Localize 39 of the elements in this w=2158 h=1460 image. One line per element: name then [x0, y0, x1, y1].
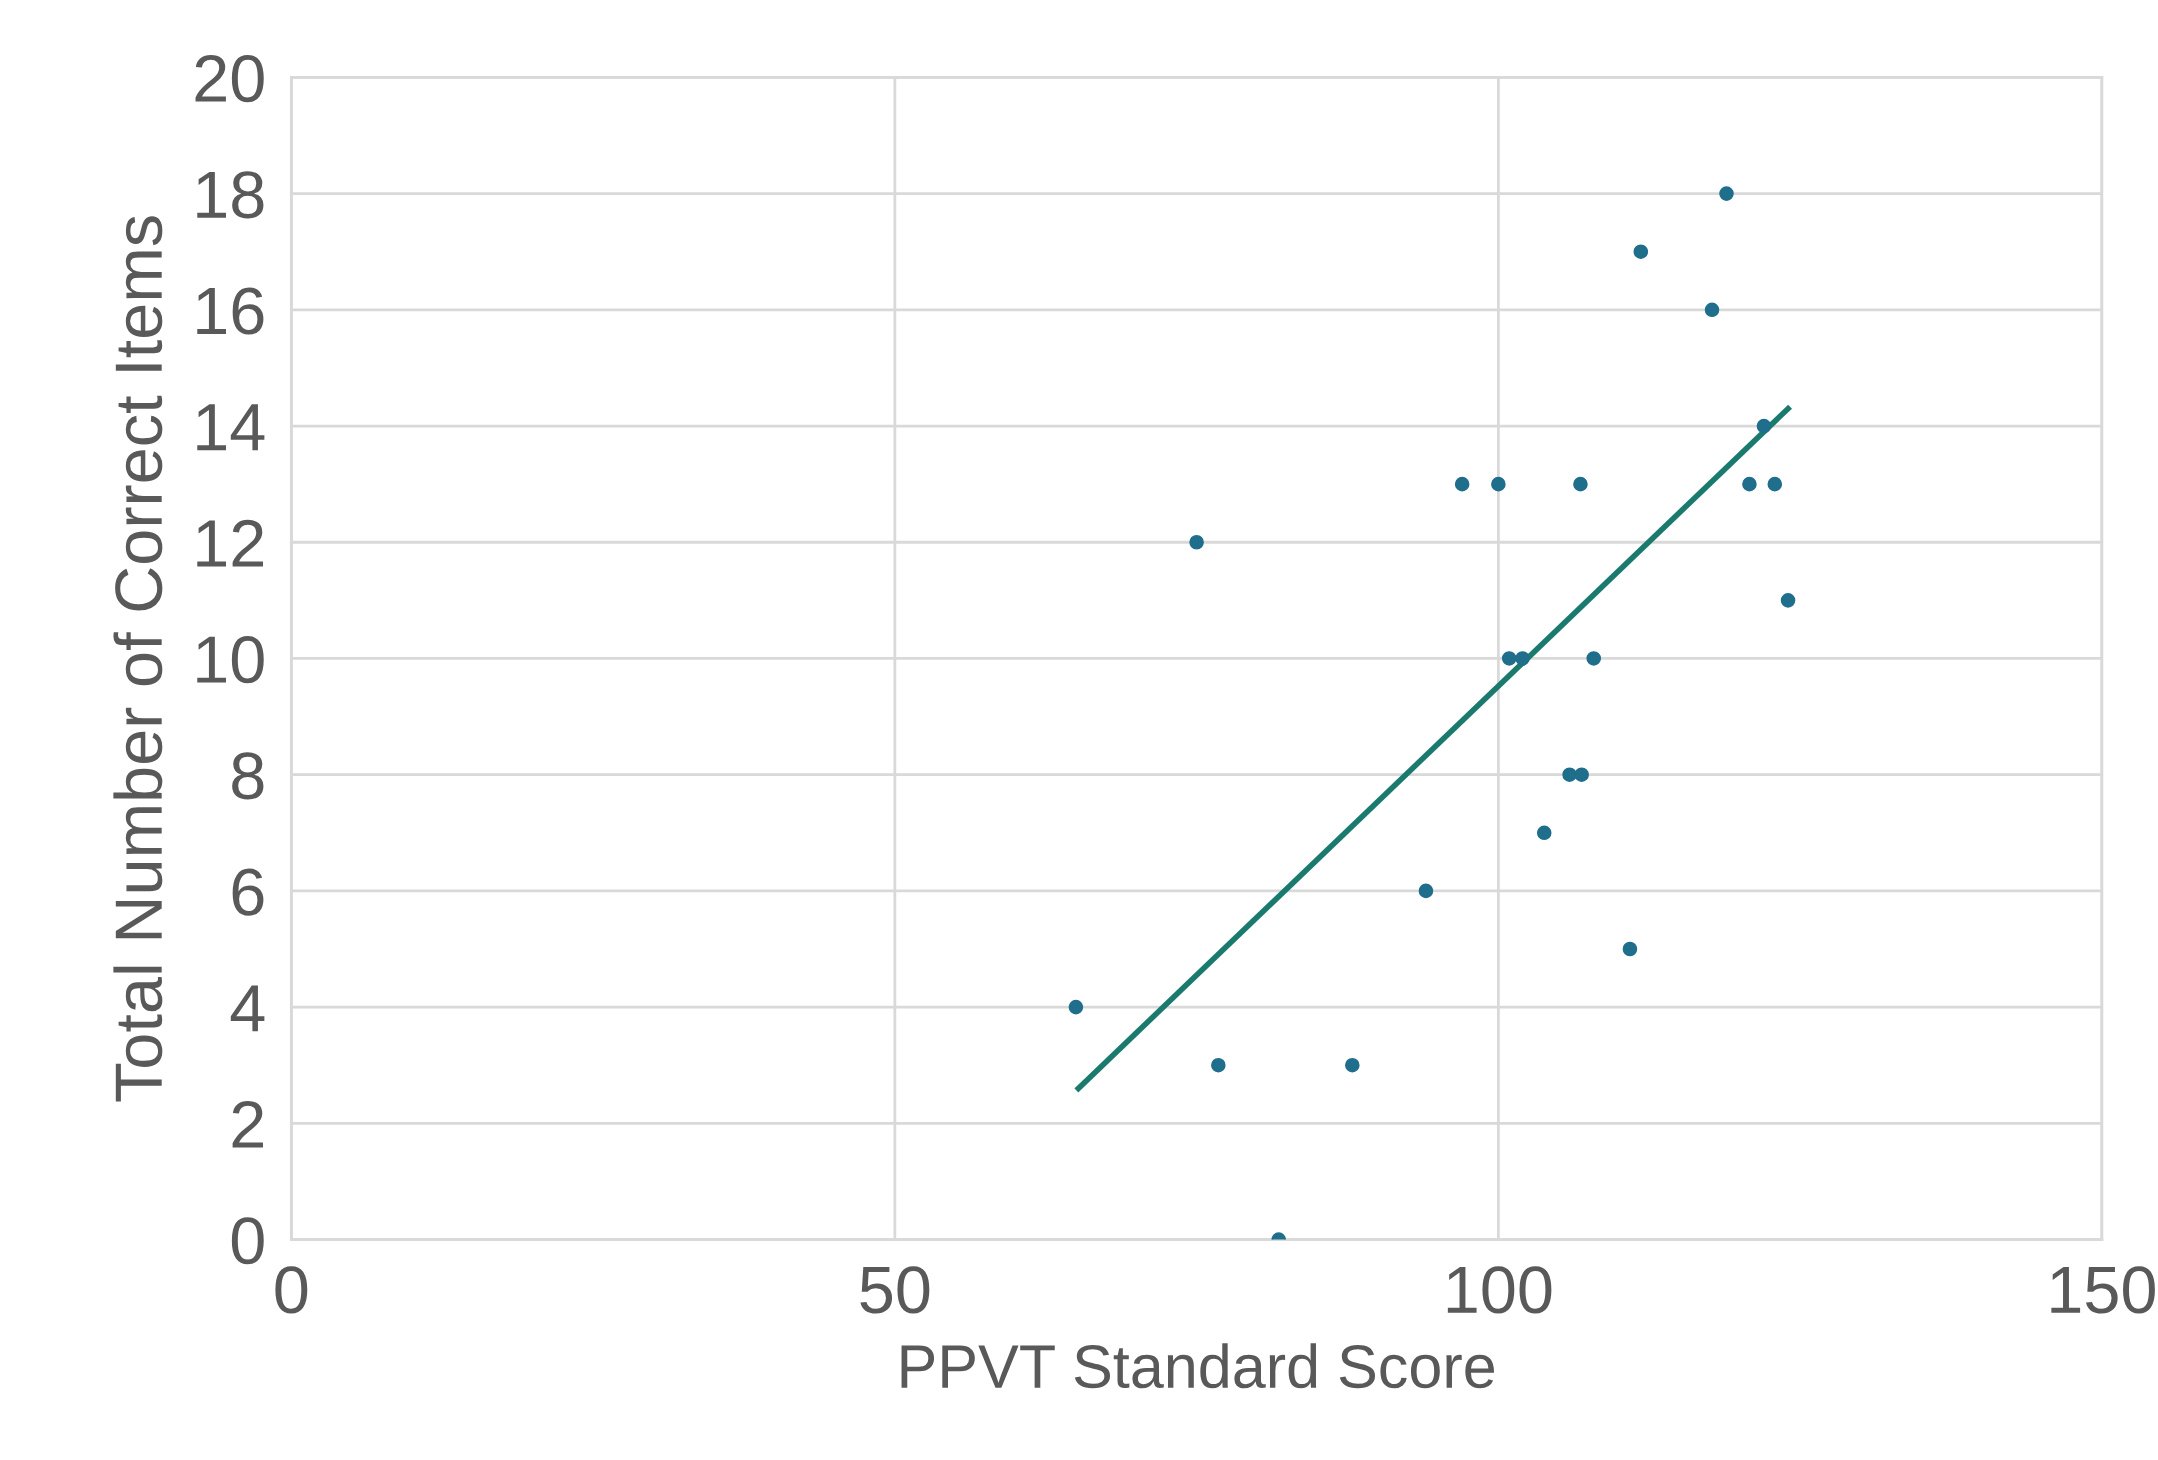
y-tick-label: 6: [232, 868, 264, 916]
y-axis-title: Total Number of Correct Items: [113, 216, 163, 1102]
point: [1586, 651, 1602, 666]
y-tick-label: 16: [197, 287, 264, 335]
point: [1515, 651, 1530, 666]
y-tick-label: 12: [197, 519, 263, 567]
point: [1491, 476, 1506, 492]
point: [1574, 767, 1589, 782]
point: [1345, 1057, 1360, 1073]
y-tick-label: 2: [232, 1100, 263, 1148]
y-tick-label: 8: [232, 752, 264, 800]
point: [1068, 999, 1084, 1015]
point: [1767, 476, 1783, 492]
point: [1756, 418, 1772, 434]
x-tick-label: 0: [275, 1266, 308, 1314]
y-tick-label: 0: [231, 1217, 264, 1265]
point: [1189, 534, 1204, 550]
y-tick-label: 18: [197, 171, 264, 219]
point: [1622, 941, 1638, 957]
point: [1573, 476, 1588, 492]
point: [1418, 883, 1434, 899]
point: [1780, 593, 1796, 608]
point: [1562, 767, 1577, 782]
point: [1454, 476, 1470, 492]
x-axis-title: PPVT Standard Score: [901, 1343, 1494, 1389]
point: [1633, 244, 1649, 259]
y-tick-label: 10: [197, 636, 264, 684]
x-tick-label: 150: [2051, 1266, 2155, 1314]
point: [1536, 825, 1552, 841]
point: [1501, 651, 1517, 666]
point: [1704, 302, 1720, 318]
point: [1211, 1057, 1226, 1073]
y-tick-label: 14: [197, 404, 265, 451]
point: [1719, 186, 1734, 201]
x-tick-label: 100: [1447, 1266, 1552, 1314]
x-tick-label: 50: [860, 1266, 930, 1314]
point: [1742, 476, 1757, 492]
y-tick-label: 4: [230, 985, 265, 1032]
y-tick-label: 20: [195, 54, 264, 103]
